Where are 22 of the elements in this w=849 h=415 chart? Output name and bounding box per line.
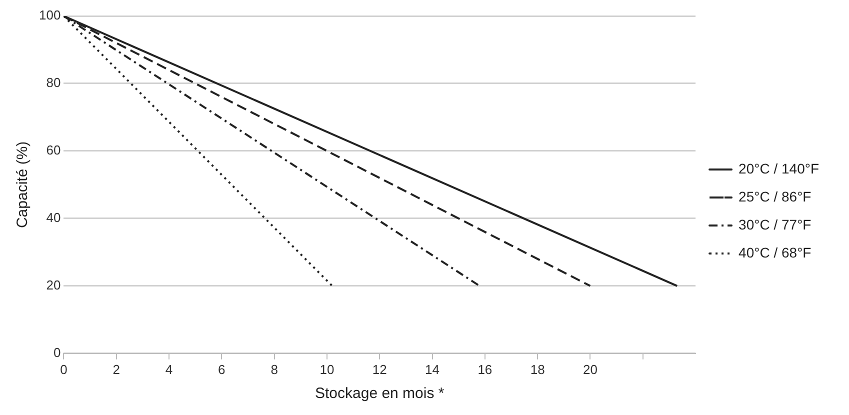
x-axis-title: Stockage en mois * <box>314 385 444 402</box>
x-tick-label: 2 <box>112 362 120 377</box>
x-tick-label: 18 <box>530 362 545 377</box>
legend-label: 30°C / 77°F <box>738 216 812 232</box>
y-tick-label: 80 <box>46 75 61 90</box>
x-tick-label: 4 <box>165 362 173 377</box>
x-tick-label: 14 <box>425 362 440 377</box>
y-tick-label: 40 <box>46 210 61 226</box>
x-tick-label: 10 <box>320 362 334 377</box>
y-tick-label: 0 <box>53 344 61 360</box>
x-tick-label: 16 <box>478 362 492 377</box>
x-tick-label: 8 <box>270 362 278 377</box>
x-tick-label: 12 <box>372 362 387 377</box>
legend-label: 40°C / 68°F <box>738 244 812 260</box>
legend-label: 20°C / 140°F <box>738 160 820 176</box>
x-tick-label: 20 <box>583 362 598 377</box>
y-axis-title: Capacité (%) <box>14 141 32 228</box>
legend-label: 25°C / 86°F <box>738 188 812 204</box>
y-tick-label: 100 <box>38 8 61 23</box>
x-tick-label: 6 <box>218 362 226 377</box>
y-tick-label: 20 <box>46 278 61 292</box>
y-tick-label: 60 <box>46 142 61 158</box>
